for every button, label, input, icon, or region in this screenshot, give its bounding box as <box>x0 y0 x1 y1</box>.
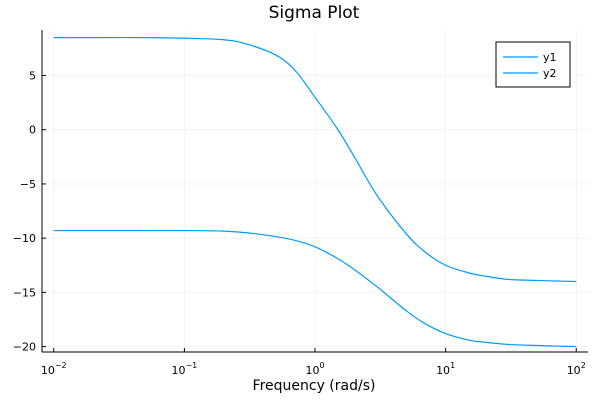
series-line-y2 <box>53 229 577 348</box>
grid <box>42 30 588 352</box>
y-ticks: 5 0 −5 −10 −15 −20 <box>13 70 46 354</box>
x-tick-label-3: 101 <box>436 361 455 377</box>
x-axis-label: Frequency (rad/s) <box>253 378 376 394</box>
chart-title: Sigma Plot <box>269 3 360 23</box>
x-tick-label-4: 102 <box>567 361 586 377</box>
y-tick-label-5: −20 <box>13 341 36 354</box>
series-line-y1 <box>53 36 577 283</box>
series <box>53 36 577 348</box>
y-tick-label-4: −15 <box>13 286 36 299</box>
legend-box <box>495 41 571 88</box>
y-tick-label-1: 0 <box>29 124 36 137</box>
x-tick-label-0: 10−2 <box>41 361 67 377</box>
x-tick-label-2: 100 <box>305 361 324 377</box>
legend: y1 y2 <box>495 41 571 88</box>
x-ticks: 10−2 10−1 100 101 102 <box>41 348 586 377</box>
legend-label-y2: y2 <box>543 67 557 80</box>
y-tick-label-0: 5 <box>29 70 36 83</box>
y-tick-label-3: −10 <box>13 232 36 245</box>
x-tick-label-1: 10−1 <box>171 361 197 377</box>
y-tick-label-2: −5 <box>20 178 36 191</box>
legend-label-y1: y1 <box>543 51 557 64</box>
